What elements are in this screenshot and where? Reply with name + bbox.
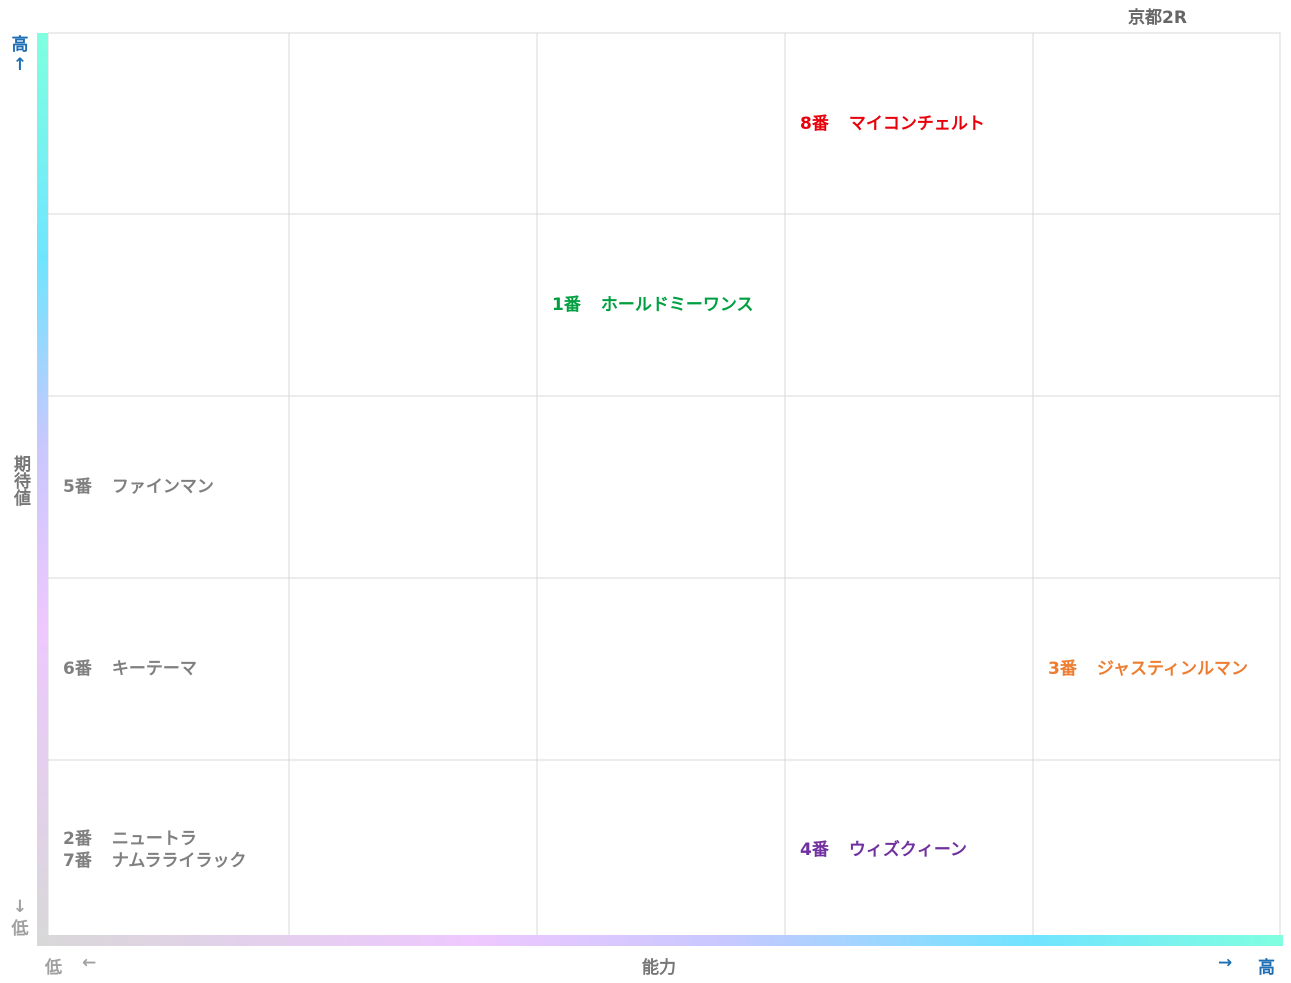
grid-cell: 4番 ウィズクィーン <box>800 760 1033 940</box>
grid-cell: 5番 ファインマン <box>63 396 289 578</box>
horse-name: ホールドミーワンス <box>600 295 754 315</box>
y-low-arrow: ↓ <box>12 897 28 917</box>
grid-cell: 6番 キーテーマ <box>63 578 289 760</box>
grid-cell: 3番 ジャスティンルマン <box>1048 578 1280 760</box>
horse-entry: 1番 ホールドミーワンス <box>552 294 785 316</box>
horse-name: ウィズクィーン <box>848 840 967 860</box>
horse-entry: 8番 マイコンチェルト <box>800 113 1033 135</box>
horse-name: ナムラライラック <box>111 851 247 871</box>
horse-name: マイコンチェルト <box>848 113 985 134</box>
horse-number: 6番 <box>63 659 92 679</box>
horse-number: 7番 <box>63 851 92 871</box>
x-high: 高 <box>1258 958 1275 978</box>
horse-number: 4番 <box>800 840 829 860</box>
y-title: 期待値 <box>10 455 30 506</box>
x-low-arrow: ← <box>82 953 97 973</box>
y-high-arrow: ↑ <box>12 55 28 75</box>
horse-entry: 4番 ウィズクィーン <box>800 839 1033 861</box>
x-high-arrow: → <box>1218 953 1233 973</box>
horse-number: 1番 <box>552 295 581 315</box>
horse-entry: 5番 ファインマン <box>63 476 289 498</box>
horse-name: キーテーマ <box>111 659 197 679</box>
horse-number: 8番 <box>800 113 829 134</box>
horse-name: ジャスティンルマン <box>1096 659 1248 679</box>
grid-cell: 2番 ニュートラ 7番 ナムラライラック <box>63 760 289 940</box>
y-high: 高 <box>11 35 29 55</box>
horse-number: 2番 <box>63 829 92 849</box>
horse-number: 5番 <box>63 477 92 497</box>
x-title: 能力 <box>642 958 676 978</box>
horse-entry: 6番 キーテーマ <box>63 658 289 680</box>
y-low: 低 <box>11 919 29 939</box>
horse-entry: 3番 ジャスティンルマン <box>1048 658 1280 680</box>
x-low: 低 <box>45 958 62 978</box>
horse-entry: 2番 ニュートラ <box>63 828 289 850</box>
grid-cell: 8番 マイコンチェルト <box>800 33 1033 214</box>
grid-cell: 1番 ホールドミーワンス <box>552 214 785 396</box>
y-axis-bar <box>37 33 48 945</box>
horse-name: ニュートラ <box>111 829 197 849</box>
horse-number: 3番 <box>1048 659 1077 679</box>
title: 京都2R <box>1128 8 1187 28</box>
x-axis-bar <box>37 935 1283 946</box>
horse-name: ファインマン <box>111 477 214 497</box>
horse-entry: 7番 ナムラライラック <box>63 850 289 872</box>
